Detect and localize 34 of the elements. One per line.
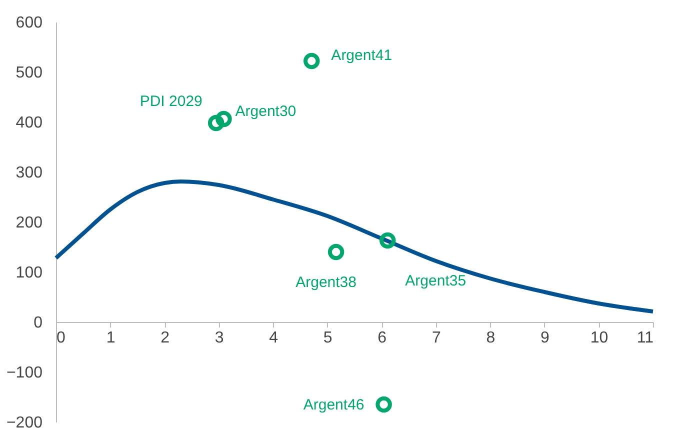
data-label: Argent38 bbox=[296, 274, 356, 291]
data-label: Argent41 bbox=[331, 47, 392, 64]
line-series bbox=[54, 180, 655, 314]
data-label: Argent46 bbox=[303, 396, 364, 414]
y-tick-label: 400 bbox=[16, 114, 43, 132]
x-tick-label: 11 bbox=[636, 330, 654, 346]
x-tick-label: 5 bbox=[323, 330, 332, 346]
point bbox=[376, 396, 392, 413]
y-tick-label: 100 bbox=[16, 264, 43, 282]
x-tick-label: 9 bbox=[540, 330, 550, 346]
x-tick-label: 0 bbox=[56, 330, 66, 346]
y-tick-label: −100 bbox=[6, 364, 43, 382]
x-tick-label: 10 bbox=[590, 330, 608, 346]
x-tick-label: 3 bbox=[214, 330, 224, 346]
x-tick-label: 1 bbox=[106, 330, 116, 346]
x-tick-label: 8 bbox=[486, 330, 496, 346]
data-label: PDI 2029 bbox=[140, 93, 202, 110]
y-tick-label: 0 bbox=[34, 314, 43, 332]
point bbox=[216, 110, 232, 128]
point bbox=[328, 244, 344, 260]
x-tick-label: 7 bbox=[432, 330, 441, 346]
x-tick-label: 4 bbox=[269, 330, 278, 346]
y-tick-label: 500 bbox=[16, 64, 43, 82]
point bbox=[304, 52, 320, 70]
data-label: Argent35 bbox=[405, 272, 466, 290]
point bbox=[208, 114, 224, 132]
x-tick-label: 6 bbox=[378, 330, 387, 346]
y-tick-label: −200 bbox=[6, 414, 43, 432]
y-tick-label: 200 bbox=[16, 214, 43, 232]
point bbox=[379, 232, 396, 249]
y-tick-label: 600 bbox=[16, 14, 43, 32]
data-label: Argent30 bbox=[235, 103, 296, 120]
x-tick-label: 2 bbox=[160, 330, 170, 346]
y-tick-label: 300 bbox=[16, 164, 43, 182]
